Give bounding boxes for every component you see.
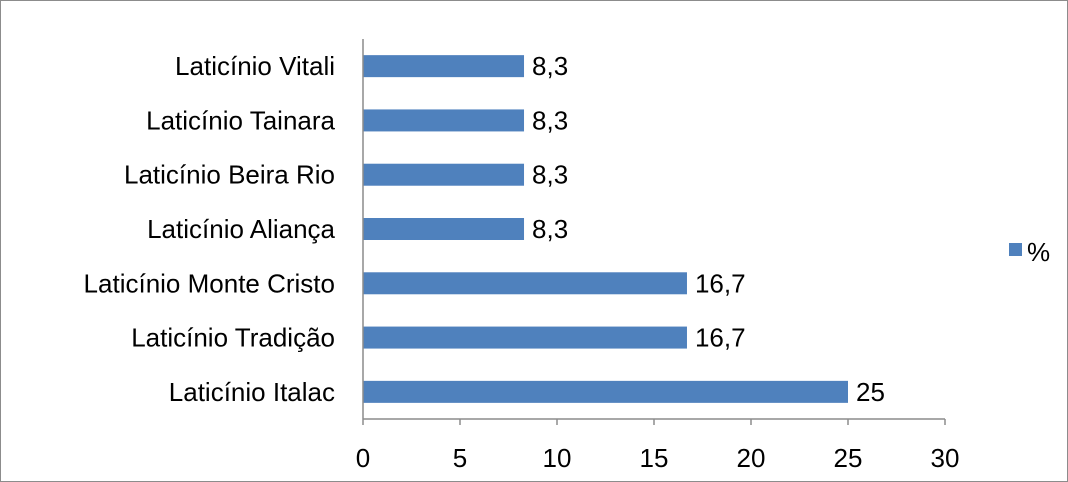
category-label-4: Laticínio Aliança bbox=[147, 214, 335, 244]
category-label-6: Laticínio Tradição bbox=[131, 323, 335, 353]
x-tick-label-15: 15 bbox=[640, 443, 669, 473]
x-tick-label-10: 10 bbox=[543, 443, 572, 473]
data-label-3: 8,3 bbox=[532, 160, 568, 190]
bar-3 bbox=[363, 163, 525, 186]
bar-4 bbox=[363, 218, 525, 240]
x-tick-label-5: 5 bbox=[453, 443, 467, 473]
x-tick-label-20: 20 bbox=[737, 443, 766, 473]
category-label-2: Laticínio Tainara bbox=[146, 105, 335, 135]
data-label-7: 25 bbox=[856, 377, 885, 407]
legend-label: % bbox=[1027, 237, 1050, 267]
bar-7 bbox=[363, 380, 848, 403]
category-label-7: Laticínio Italac bbox=[169, 377, 335, 407]
category-label-5: Laticínio Monte Cristo bbox=[84, 268, 335, 298]
category-label-3: Laticínio Beira Rio bbox=[124, 160, 335, 190]
data-labels: 8,3 8,3 8,3 8,3 16,7 16,7 25 bbox=[532, 51, 885, 407]
bars-group bbox=[363, 55, 848, 403]
x-tick-label-30: 30 bbox=[931, 443, 960, 473]
data-label-4: 8,3 bbox=[532, 214, 568, 244]
category-labels: Laticínio Vitali Laticínio Tainara Laticín… bbox=[84, 51, 336, 407]
category-label-1: Laticínio Vitali bbox=[175, 51, 335, 81]
data-label-1: 8,3 bbox=[532, 51, 568, 81]
x-axis-ticks: 0 5 10 15 20 25 30 bbox=[356, 419, 960, 473]
data-label-5: 16,7 bbox=[695, 268, 746, 298]
data-label-2: 8,3 bbox=[532, 105, 568, 135]
bar-2 bbox=[363, 109, 525, 132]
bar-1 bbox=[363, 55, 525, 78]
data-label-6: 16,7 bbox=[695, 323, 746, 353]
x-tick-label-0: 0 bbox=[356, 443, 370, 473]
bar-6 bbox=[363, 326, 687, 349]
legend-swatch bbox=[1009, 243, 1022, 256]
legend: % bbox=[1009, 237, 1050, 267]
x-tick-label-25: 25 bbox=[834, 443, 863, 473]
bar-5 bbox=[363, 272, 687, 295]
